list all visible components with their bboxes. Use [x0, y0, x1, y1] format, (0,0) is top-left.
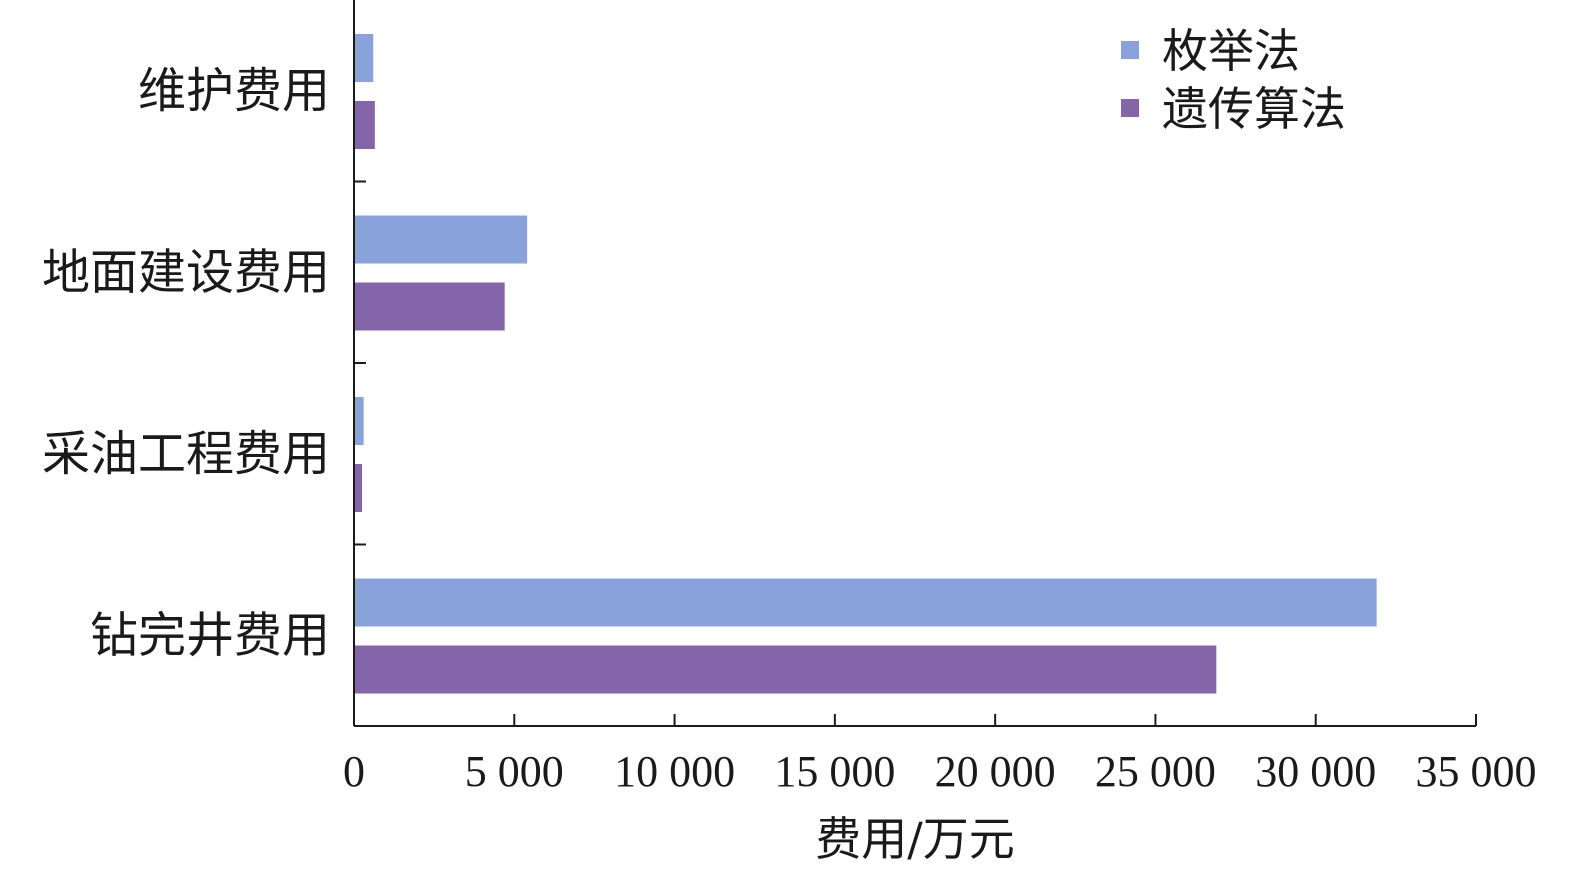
bar-enumeration-2 — [354, 397, 364, 445]
x-tick-label: 15 000 — [774, 747, 895, 796]
legend-label: 遗传算法 — [1162, 82, 1346, 136]
x-tick-label: 20 000 — [935, 747, 1056, 796]
bar-genetic-1 — [354, 282, 505, 331]
bar-enumeration-1 — [354, 215, 528, 264]
x-ticks-group: 0 5 000 10 000 15 000 20 000 25 000 30 000 35 0… — [343, 714, 1537, 796]
bar-genetic-3 — [354, 645, 1217, 694]
x-tick-label: 0 — [343, 747, 365, 796]
x-tick-label: 10 000 — [614, 747, 735, 796]
x-tick-label: 35 000 — [1416, 747, 1537, 796]
category-label: 地面建设费用 — [42, 244, 330, 300]
bar-genetic-2 — [354, 464, 363, 512]
x-tick-label: 25 000 — [1095, 747, 1216, 796]
legend-swatch — [1121, 41, 1139, 59]
x-tick-label: 5 000 — [465, 747, 564, 796]
category-label: 维护费用 — [138, 63, 330, 119]
x-tick-label: 30 000 — [1255, 747, 1376, 796]
category-label: 钻完井费用 — [90, 607, 330, 663]
legend-label: 枚举法 — [1162, 24, 1300, 78]
bars-group — [354, 34, 1377, 694]
bar-enumeration-3 — [354, 578, 1377, 627]
bar-enumeration-0 — [354, 34, 374, 82]
y-ticks-group — [354, 180, 366, 546]
category-label: 采油工程费用 — [42, 426, 330, 482]
x-axis-title: 费用/万元 — [815, 812, 1015, 866]
bar-genetic-0 — [354, 101, 375, 149]
legend-swatch — [1121, 99, 1139, 117]
